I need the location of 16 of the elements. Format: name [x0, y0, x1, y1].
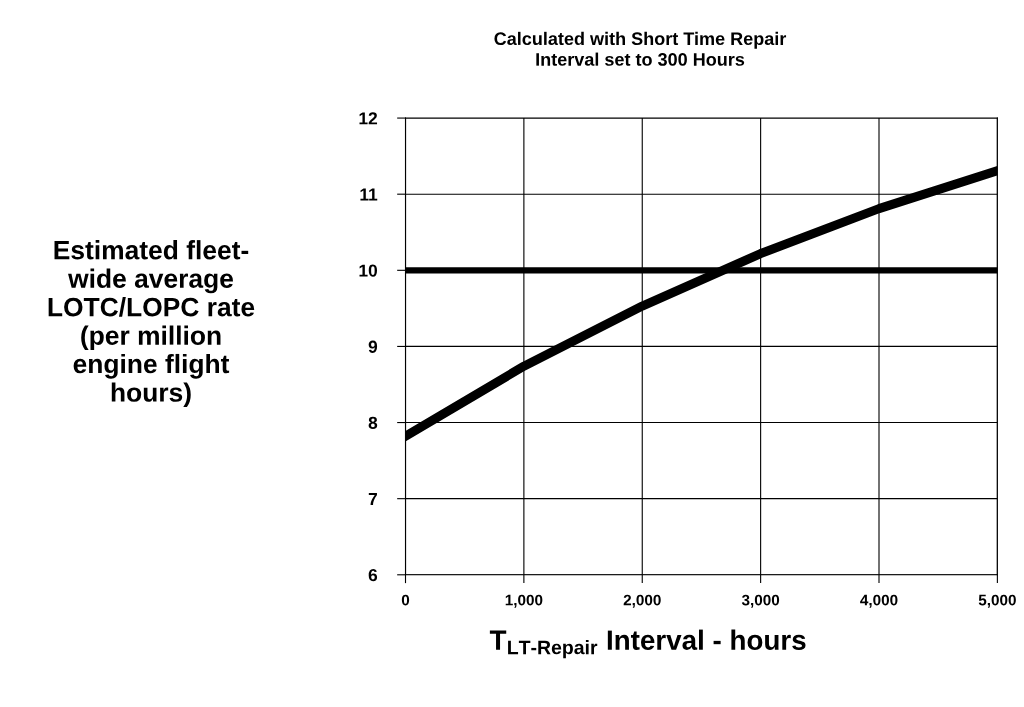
- x-tick-label: 5,000: [978, 594, 1016, 608]
- y-tick-label: 6: [368, 568, 378, 582]
- x-tick-label: 1,000: [505, 594, 543, 608]
- y-tick-label: 11: [360, 188, 378, 201]
- x-tick-label: 3,000: [741, 594, 780, 608]
- y-tick-label: 12: [359, 112, 378, 125]
- y-tick-label: 8: [368, 416, 378, 430]
- y-tick-label: 9: [368, 340, 378, 353]
- x-tick-label: 0: [401, 594, 410, 606]
- y-axis-title: Estimated fleet- wide average LOTC/LOPC rate (per million engine flight hours): [48, 240, 255, 408]
- x-tick-label: 2,000: [623, 594, 661, 608]
- x-axis-title: T$_{LT-Repair}$ Interval - hours: [489, 629, 806, 659]
- chart-title: Calculated with Short Time Repair Interval set to 300 Hours: [494, 31, 787, 66]
- x-tick-label: 4,000: [860, 594, 898, 608]
- y-tick-label: 10: [359, 264, 378, 277]
- y-tick-label: 7: [368, 493, 377, 505]
